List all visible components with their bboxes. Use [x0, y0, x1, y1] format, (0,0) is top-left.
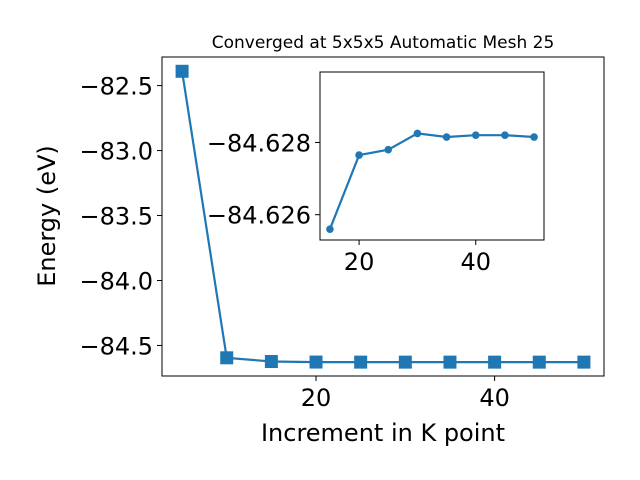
main-data-point [220, 351, 234, 365]
x-axis-label: Increment in K point [261, 419, 505, 447]
main-series-line [181, 71, 584, 364]
inset-data-point [413, 129, 422, 138]
main-data-point [577, 355, 591, 369]
main-y-tick-label: −83.5 [79, 203, 153, 231]
main-data-point [264, 355, 278, 369]
inset-data-point [442, 133, 451, 141]
inset-data-point [326, 225, 334, 233]
inset-frame [319, 71, 545, 241]
inset-x-tick-label: 20 [344, 248, 375, 276]
main-data-point [532, 355, 546, 369]
main-x-tick-label: 40 [479, 384, 510, 412]
inset-data-point [501, 131, 509, 140]
chart-title: Converged at 5x5x5 Automatic Mesh 25 [212, 33, 555, 53]
main-data-point [398, 355, 412, 369]
inset-data-point [471, 131, 480, 140]
main-data-point [354, 355, 368, 369]
main-data-point [175, 64, 189, 78]
main-frame [161, 56, 605, 377]
main-y-tick-label: −84.5 [79, 332, 153, 360]
inset-series-line [328, 132, 535, 230]
main-x-tick-label: 20 [301, 384, 332, 412]
inset-data-point [355, 151, 363, 159]
main-y-tick-label: −82.5 [79, 73, 153, 101]
inset-background [320, 72, 544, 240]
y-axis-label: Energy (eV) [33, 145, 61, 287]
main-data-point [309, 355, 323, 369]
main-y-tick-label: −83.0 [79, 138, 153, 166]
main-y-tick-label: −84.0 [79, 267, 153, 295]
inset-y-tick-label: −84.626 [207, 202, 311, 230]
inset-plot-area: 20 40 −84.628 −84.626 [207, 71, 545, 276]
main-data-point [443, 355, 457, 369]
inset-x-tick-label: 40 [460, 248, 491, 276]
inset-data-point [530, 133, 538, 141]
inset-y-tick-label: −84.628 [207, 129, 311, 157]
main-data-point [488, 355, 502, 369]
inset-data-point [384, 145, 393, 154]
